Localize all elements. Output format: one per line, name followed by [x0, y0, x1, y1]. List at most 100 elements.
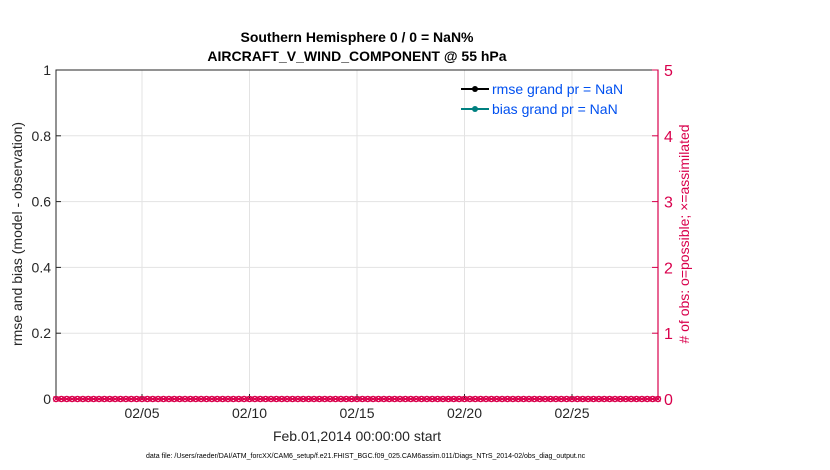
- obs-assimilated-marker: [112, 396, 119, 402]
- obs-assimilated-marker: [321, 396, 328, 402]
- legend-rmse-label: rmse grand pr = NaN: [492, 81, 623, 97]
- grid: [56, 70, 658, 399]
- ticks: 02/05 02/10 02/15 02/20 02/25 0 0.2 0.4 0.6 0.8 1 0…: [32, 62, 673, 421]
- obs-assimilated-marker: [348, 396, 355, 402]
- obs-assimilated-marker: [547, 396, 554, 402]
- obs-assimilated-marker: [434, 396, 441, 402]
- obs-assimilated-marker: [354, 396, 360, 402]
- obs-assimilated-marker: [74, 396, 81, 402]
- x-tick-label: 02/25: [554, 405, 589, 421]
- obs-assimilated-marker: [649, 396, 656, 402]
- obs-assimilated-marker: [558, 396, 565, 402]
- obs-assimilated-marker: [53, 396, 59, 402]
- x-axis-label: Feb.01,2014 00:00:00 start: [273, 428, 441, 444]
- obs-count-series: [52, 395, 662, 403]
- obs-assimilated-marker: [133, 396, 140, 402]
- obs-assimilated-marker: [536, 396, 543, 402]
- obs-assimilated-marker: [284, 396, 291, 402]
- obs-possible-marker: [654, 395, 662, 403]
- legend-rmse-marker: [472, 86, 478, 92]
- obs-assimilated-marker: [483, 396, 489, 402]
- obs-assimilated-marker: [139, 396, 145, 402]
- obs-assimilated-marker: [574, 396, 581, 402]
- y2-tick-label: 1: [664, 326, 673, 343]
- obs-assimilated-marker: [300, 396, 307, 402]
- obs-assimilated-marker: [402, 396, 409, 402]
- obs-assimilated-marker: [440, 396, 446, 402]
- obs-assimilated-marker: [628, 396, 635, 402]
- obs-assimilated-marker: [509, 396, 516, 402]
- obs-assimilated-marker: [182, 396, 188, 402]
- obs-assimilated-marker: [262, 396, 269, 402]
- legend-bias-marker: [472, 106, 478, 112]
- obs-assimilated-marker: [493, 396, 500, 402]
- obs-assimilated-marker: [90, 396, 97, 402]
- obs-assimilated-marker: [192, 396, 199, 402]
- chart-title-line2: AIRCRAFT_V_WIND_COMPONENT @ 55 hPa: [207, 48, 506, 64]
- y2-tick-label: 0: [664, 392, 673, 409]
- obs-assimilated-marker: [595, 396, 602, 402]
- obs-assimilated-marker: [58, 396, 65, 402]
- obs-assimilated-marker: [343, 396, 350, 402]
- obs-assimilated-marker: [246, 396, 253, 402]
- obs-assimilated-marker: [585, 396, 592, 402]
- obs-assimilated-marker: [606, 396, 613, 402]
- obs-assimilated-marker: [160, 396, 167, 402]
- obs-assimilated-marker: [327, 396, 334, 402]
- obs-assimilated-marker: [633, 396, 640, 402]
- obs-assimilated-marker: [176, 396, 183, 402]
- obs-assimilated-marker: [294, 396, 301, 402]
- obs-assimilated-marker: [499, 396, 506, 402]
- obs-assimilated-marker: [590, 396, 597, 402]
- y-tick-label: 0.6: [32, 194, 52, 210]
- obs-assimilated-marker: [552, 396, 559, 402]
- obs-assimilated-marker: [375, 396, 382, 402]
- obs-assimilated-marker: [63, 396, 70, 402]
- obs-assimilated-marker: [617, 396, 624, 402]
- obs-assimilated-marker: [477, 396, 484, 402]
- y2-tick-label: 5: [664, 63, 673, 80]
- y-tick-label: 0.4: [32, 259, 52, 275]
- y2-axis-label: # of obs: o=possible; ×=assimilated: [676, 124, 692, 343]
- obs-assimilated-marker: [198, 396, 205, 402]
- obs-assimilated-marker: [380, 396, 387, 402]
- obs-assimilated-marker: [418, 396, 425, 402]
- obs-assimilated-marker: [569, 396, 575, 402]
- obs-assimilated-marker: [117, 396, 124, 402]
- obs-assimilated-marker: [370, 396, 377, 402]
- obs-assimilated-marker: [332, 396, 339, 402]
- obs-assimilated-marker: [149, 396, 156, 402]
- obs-assimilated-marker: [520, 396, 527, 402]
- obs-assimilated-marker: [305, 396, 312, 402]
- obs-assimilated-marker: [219, 396, 226, 402]
- obs-assimilated-marker: [472, 396, 479, 402]
- obs-assimilated-marker: [429, 396, 436, 402]
- legend: rmse grand pr = NaN bias grand pr = NaN: [461, 81, 623, 117]
- obs-assimilated-marker: [456, 396, 463, 402]
- y-axis-label: rmse and bias (model - observation): [9, 122, 25, 346]
- obs-assimilated-marker: [563, 396, 570, 402]
- obs-assimilated-marker: [187, 396, 194, 402]
- obs-assimilated-marker: [466, 396, 473, 402]
- obs-assimilated-marker: [504, 396, 511, 402]
- obs-assimilated-marker: [644, 396, 651, 402]
- obs-assimilated-marker: [391, 396, 398, 402]
- obs-assimilated-marker: [85, 396, 92, 402]
- obs-assimilated-marker: [622, 396, 629, 402]
- obs-assimilated-marker: [542, 396, 549, 402]
- obs-assimilated-marker: [101, 396, 108, 402]
- obs-assimilated-marker: [531, 396, 538, 402]
- obs-assimilated-marker: [397, 396, 403, 402]
- obs-assimilated-marker: [612, 396, 618, 402]
- obs-assimilated-marker: [579, 396, 586, 402]
- y2-tick-label: 3: [664, 195, 673, 212]
- legend-bias-label: bias grand pr = NaN: [492, 101, 618, 117]
- obs-assimilated-marker: [289, 396, 296, 402]
- obs-assimilated-marker: [450, 396, 457, 402]
- obs-assimilated-marker: [337, 396, 344, 402]
- obs-assimilated-marker: [316, 396, 323, 402]
- chart-title-line1: Southern Hemisphere 0 / 0 = NaN%: [240, 29, 474, 45]
- obs-assimilated-marker: [235, 396, 242, 402]
- y2-tick-label: 4: [664, 129, 673, 146]
- obs-assimilated-marker: [407, 396, 414, 402]
